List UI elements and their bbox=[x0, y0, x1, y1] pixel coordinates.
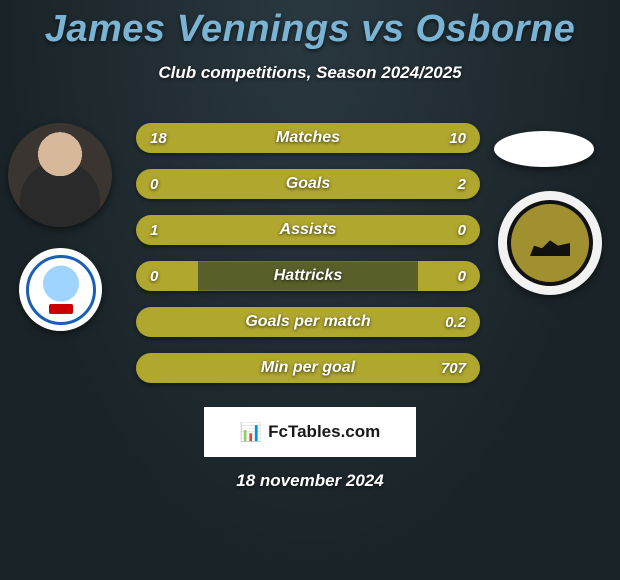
comparison-arena: 1810Matches02Goals10Assists00Hattricks0.… bbox=[0, 123, 620, 393]
bar-fill-left bbox=[136, 169, 198, 199]
bar-value-right: 10 bbox=[449, 123, 466, 153]
bar-fill-right bbox=[198, 169, 480, 199]
page-title: James Vennings vs Osborne bbox=[0, 0, 620, 51]
stat-bar: 707Min per goal bbox=[136, 353, 480, 383]
bar-fill-right bbox=[198, 353, 480, 383]
bar-value-right: 707 bbox=[441, 353, 466, 383]
subtitle: Club competitions, Season 2024/2025 bbox=[0, 63, 620, 83]
stat-bar: 1810Matches bbox=[136, 123, 480, 153]
bar-value-right: 0 bbox=[458, 261, 466, 291]
bar-value-left: 1 bbox=[150, 215, 158, 245]
bar-fill-left bbox=[136, 215, 418, 245]
player-left-avatar bbox=[8, 123, 112, 227]
bar-value-right: 2 bbox=[458, 169, 466, 199]
bar-fill-left bbox=[136, 353, 198, 383]
watermark: 📊 FcTables.com bbox=[204, 407, 416, 457]
chart-icon: 📊 bbox=[240, 422, 262, 443]
player-right-avatar bbox=[494, 131, 594, 167]
stat-bar: 02Goals bbox=[136, 169, 480, 199]
bar-fill-right bbox=[418, 261, 480, 291]
stat-bar: 00Hattricks bbox=[136, 261, 480, 291]
bar-fill-right bbox=[198, 307, 480, 337]
bar-fill-right bbox=[418, 215, 480, 245]
bar-value-left: 0 bbox=[150, 261, 158, 291]
bar-value-left: 18 bbox=[150, 123, 167, 153]
watermark-text: FcTables.com bbox=[268, 422, 380, 442]
bar-fill-left bbox=[136, 307, 198, 337]
bar-fill-left bbox=[136, 123, 356, 153]
bar-value-right: 0.2 bbox=[445, 307, 466, 337]
bar-value-right: 0 bbox=[458, 215, 466, 245]
bar-value-left: 0 bbox=[150, 169, 158, 199]
stat-bars: 1810Matches02Goals10Assists00Hattricks0.… bbox=[136, 123, 480, 399]
bar-fill-left bbox=[136, 261, 198, 291]
stat-bar: 0.2Goals per match bbox=[136, 307, 480, 337]
club-right-badge bbox=[498, 191, 602, 295]
date-text: 18 november 2024 bbox=[0, 471, 620, 491]
club-left-badge bbox=[19, 248, 102, 331]
stat-bar: 10Assists bbox=[136, 215, 480, 245]
